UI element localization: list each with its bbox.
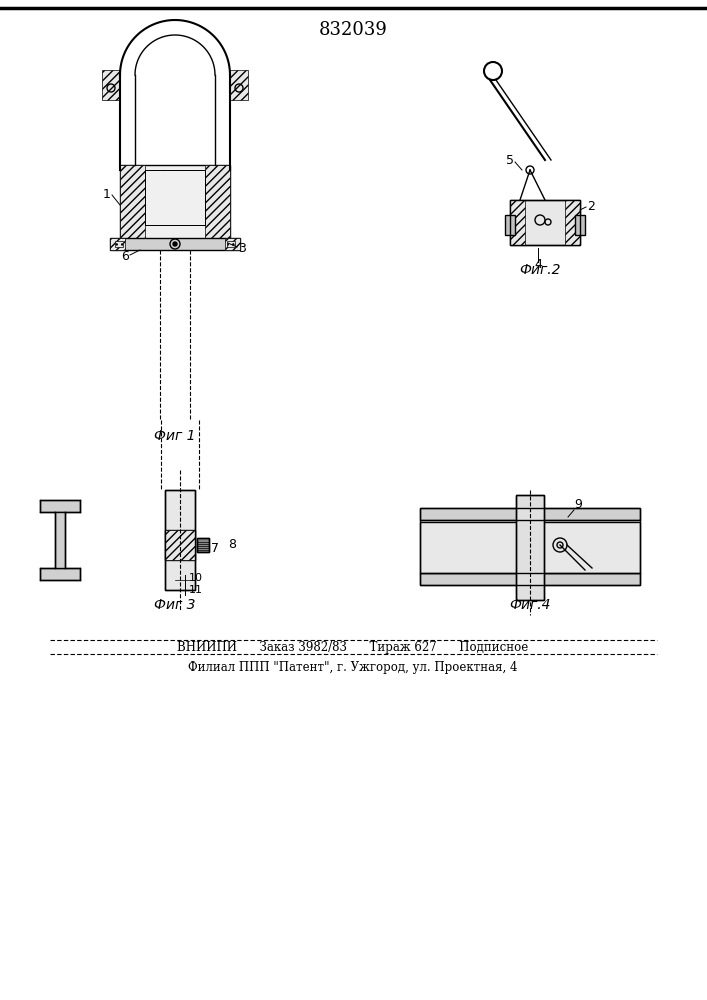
- Text: Филиал ППП "Патент", г. Ужгород, ул. Проектная, 4: Филиал ППП "Патент", г. Ужгород, ул. Про…: [188, 660, 518, 674]
- Bar: [55, 512, 65, 568]
- Bar: [165, 490, 195, 590]
- Bar: [420, 508, 640, 520]
- Text: 10: 10: [189, 573, 203, 583]
- Text: 5: 5: [506, 153, 514, 166]
- Bar: [565, 200, 580, 245]
- Bar: [420, 522, 640, 573]
- Bar: [505, 215, 515, 235]
- Text: Фиг 3: Фиг 3: [154, 598, 196, 612]
- Text: Фиг.4: Фиг.4: [509, 598, 551, 612]
- Text: 832039: 832039: [319, 21, 387, 39]
- Bar: [227, 241, 235, 247]
- Bar: [510, 200, 580, 245]
- Bar: [420, 573, 640, 585]
- Bar: [225, 238, 240, 250]
- Bar: [205, 165, 230, 240]
- Bar: [145, 170, 205, 225]
- Bar: [40, 568, 80, 580]
- Bar: [420, 508, 640, 520]
- Bar: [115, 241, 123, 247]
- Bar: [197, 538, 209, 552]
- Text: 1: 1: [103, 188, 111, 202]
- Bar: [145, 170, 205, 225]
- Text: 2: 2: [587, 200, 595, 214]
- Text: 4: 4: [534, 258, 542, 271]
- Text: ВНИИПИ      Заказ 3982/83      Тираж 627      Подписное: ВНИИПИ Заказ 3982/83 Тираж 627 Подписное: [177, 641, 529, 654]
- Text: Фиг 1: Фиг 1: [154, 429, 196, 443]
- Text: 3: 3: [238, 241, 246, 254]
- Bar: [102, 70, 120, 100]
- Bar: [575, 215, 585, 235]
- Bar: [510, 200, 525, 245]
- Bar: [165, 530, 195, 560]
- Bar: [420, 573, 640, 585]
- Bar: [197, 538, 209, 552]
- Bar: [510, 200, 580, 245]
- Bar: [516, 495, 544, 600]
- Text: 7: 7: [211, 542, 219, 556]
- Text: 9: 9: [574, 498, 582, 512]
- Text: 11: 11: [189, 585, 203, 595]
- Bar: [40, 500, 80, 512]
- Bar: [230, 70, 248, 100]
- Bar: [516, 495, 544, 600]
- Text: Фиг.2: Фиг.2: [519, 263, 561, 277]
- Text: 6: 6: [121, 249, 129, 262]
- Text: 8: 8: [228, 538, 236, 552]
- Circle shape: [173, 242, 177, 246]
- Bar: [110, 238, 240, 250]
- Bar: [120, 165, 145, 240]
- Bar: [120, 165, 230, 240]
- Bar: [165, 530, 195, 560]
- Bar: [110, 238, 125, 250]
- Bar: [165, 490, 195, 590]
